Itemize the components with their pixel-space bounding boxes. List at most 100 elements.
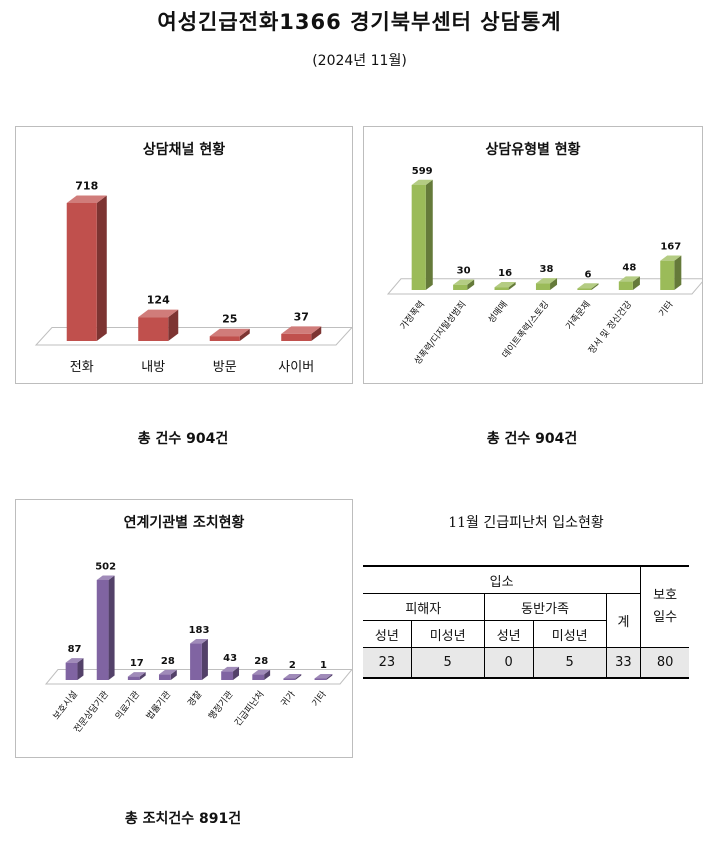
bar: [252, 669, 271, 680]
channel-chart: 718 전화 124 내방 25 방문 37 사이버 상담채널 현황: [15, 126, 353, 384]
bar-front: [252, 674, 265, 680]
tick-label: 법률기관: [144, 689, 173, 722]
bar-front: [314, 678, 327, 680]
data-label: 2: [289, 660, 296, 671]
bar: [535, 278, 558, 290]
bar-top: [65, 658, 84, 663]
data-label: 25: [222, 313, 237, 326]
header-companion: 동반가족: [483, 593, 607, 621]
shelter-admission-table: 입소 보호 일수 피해자 동반가족 계 성년 미성년 성년 미성년 23 5 0…: [363, 565, 689, 679]
data-label: 87: [68, 644, 82, 655]
data-label: 599: [412, 166, 433, 177]
tick-label: 긴급피난처: [232, 688, 267, 728]
bar-top: [209, 328, 250, 337]
data-label: 183: [189, 625, 210, 636]
chart-floor: [34, 327, 352, 346]
data-label: 30: [457, 265, 471, 276]
bar: [281, 326, 322, 341]
bar-front: [138, 317, 169, 341]
bar-front: [65, 662, 78, 680]
bar-top: [252, 669, 271, 675]
tick-label: 행정기관: [206, 688, 236, 721]
data-label: 502: [95, 562, 116, 573]
bar: [660, 255, 682, 290]
shelter-table-title: 11월 긴급피난처 입소현황: [448, 515, 604, 531]
bar: [190, 639, 208, 680]
data-label: 6: [584, 269, 591, 280]
bar-side: [233, 666, 240, 680]
bar-top: [66, 195, 107, 203]
channel-chart-title: 상담채널 현황: [142, 142, 226, 158]
data-label: 43: [223, 653, 237, 664]
bar: [283, 674, 302, 680]
bar-side: [139, 672, 146, 680]
bar-top: [96, 575, 115, 580]
cell-victim-adult: 23: [363, 647, 412, 679]
bar-front: [283, 678, 296, 680]
data-label: 16: [498, 268, 512, 279]
bar-side: [170, 669, 177, 680]
bar: [127, 672, 146, 680]
data-label: 48: [622, 262, 636, 273]
bar-side: [239, 328, 250, 341]
bar-top: [577, 283, 599, 289]
tick-label: 내방: [141, 360, 165, 375]
tick-label: 정서 및 정신건강: [586, 298, 635, 356]
bar: [314, 674, 333, 680]
agency-chart: 87 보호시설 502 전문상담기관 17 의료기관 28 법률기관 183 경찰 43 행정기관 28…: [15, 499, 353, 758]
bar: [96, 575, 115, 680]
bar: [494, 281, 516, 290]
bar: [221, 666, 240, 680]
bar-top: [281, 326, 322, 334]
data-label: 718: [75, 180, 98, 193]
bar-front: [209, 336, 240, 341]
agency-chart-plot: 87보호시설502전문상담기관17의료기관28법률기관183경찰43행정기관28…: [44, 562, 352, 735]
tick-label: 전화: [70, 360, 94, 375]
tick-label: 귀가: [279, 689, 298, 709]
bar: [138, 309, 179, 341]
tick-label: 성매매: [486, 299, 510, 325]
bar: [66, 195, 107, 341]
bar-top: [453, 279, 475, 285]
bar: [618, 276, 640, 290]
data-label: 38: [540, 264, 554, 275]
agency-total: 총 조치건수 891건: [124, 811, 242, 827]
bar-side: [326, 674, 333, 680]
data-label: 1: [320, 660, 327, 671]
bar-top: [618, 276, 640, 282]
bar-side: [591, 283, 599, 290]
bar-side: [311, 326, 322, 341]
bar-top: [158, 669, 177, 675]
bar-top: [138, 309, 179, 318]
bar-top: [127, 672, 146, 677]
bar-top: [314, 674, 333, 679]
bar: [411, 179, 433, 290]
bar-front: [221, 671, 234, 680]
header-admission: 입소: [363, 565, 642, 594]
agency-chart-title: 연계기관별 조치현황: [123, 515, 245, 531]
type-chart-plot: 599가정폭력30성폭력/디지털성범죄16성매매38데이트폭력/스토킹6가족문제…: [386, 166, 702, 367]
data-label: 28: [161, 656, 175, 667]
bar-side: [264, 669, 271, 680]
cell-companion-minor: 5: [532, 647, 607, 679]
header-protection-days: 보호 일수: [640, 565, 689, 648]
data-label: 28: [254, 656, 268, 667]
bar-front: [158, 674, 171, 680]
bar-side: [467, 279, 475, 290]
bar: [65, 658, 84, 680]
bar-top: [190, 639, 208, 644]
bar-front: [411, 185, 426, 290]
tick-label: 보호시설: [51, 689, 80, 722]
bar-side: [201, 639, 208, 680]
bar-side: [425, 179, 433, 290]
tick-label: 의료기관: [113, 689, 142, 722]
bar-front: [96, 580, 109, 680]
tick-label: 방문: [213, 360, 237, 375]
bar-top: [221, 666, 240, 672]
bar-front: [494, 287, 509, 290]
tick-label: 가정폭력: [397, 298, 427, 331]
data-label: 124: [147, 294, 170, 307]
bar-front: [453, 284, 468, 290]
channel-total: 총 건수 904건: [137, 431, 229, 447]
data-label: 37: [294, 310, 309, 323]
